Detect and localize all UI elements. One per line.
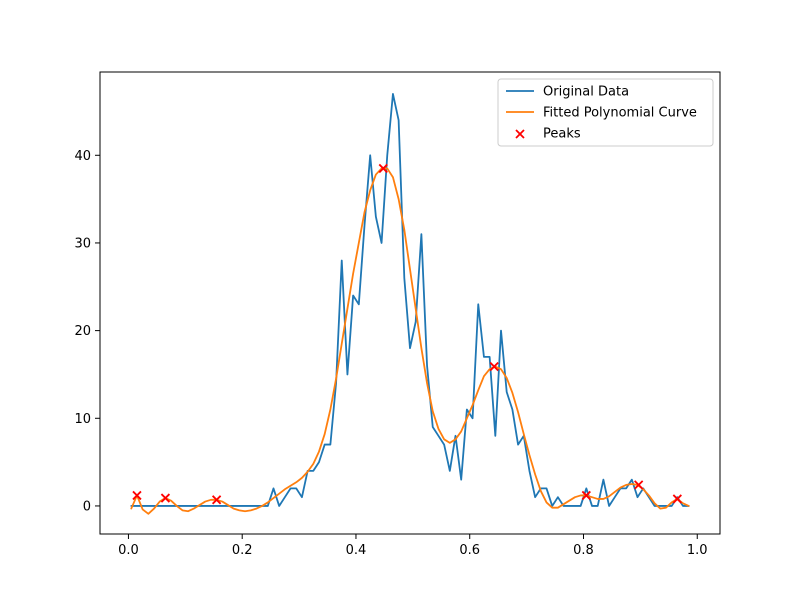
legend-entry-fitted-polynomial-curve: Fitted Polynomial Curve: [506, 106, 697, 121]
x-tick-label: 0.4: [346, 543, 367, 558]
legend-entry-original-data: Original Data: [506, 85, 629, 100]
peak-marker: [581, 490, 591, 501]
x-tick-label: 0.8: [573, 543, 594, 558]
peak-marker: [211, 495, 222, 505]
y-tick-label: 30: [74, 236, 91, 251]
legend-swatch: [515, 129, 525, 139]
y-tick-label: 10: [74, 412, 91, 427]
plot-area: [99, 71, 721, 535]
series-line-original-data: [130, 93, 690, 507]
x-axis-ticks: 0.0 0.2 0.4 0.6 0.8 1.0: [118, 534, 708, 558]
plot-background: [100, 72, 720, 534]
peak-marker: [634, 480, 644, 490]
peak-marker: [489, 361, 499, 372]
series-layer: [130, 93, 690, 515]
x-tick-label: 0.2: [232, 543, 253, 558]
peak-marker: [378, 163, 388, 174]
legend-label: Original Data: [543, 85, 629, 100]
legend-entry-peaks: Peaks: [515, 127, 581, 142]
series-line-fitted-polynomial-curve: [130, 167, 690, 515]
legend: Original Data Fitted Polynomial Curve Peak…: [497, 78, 714, 147]
peak-marker: [160, 493, 171, 503]
legend-label: Peaks: [543, 127, 581, 142]
axes-frame: [99, 71, 721, 535]
x-tick-label: 0.6: [459, 543, 480, 558]
y-tick-label: 0: [83, 499, 91, 514]
y-axis-ticks: 0 10 20 30 40: [74, 149, 100, 514]
legend-label: Fitted Polynomial Curve: [543, 106, 697, 121]
x-tick-label: 1.0: [687, 543, 708, 558]
legend-box: [497, 78, 714, 147]
y-tick-label: 20: [74, 324, 91, 339]
x-tick-label: 0.0: [118, 543, 139, 558]
peak-marker: [132, 490, 142, 501]
y-tick-label: 40: [74, 149, 91, 164]
peak-marker: [672, 494, 682, 504]
